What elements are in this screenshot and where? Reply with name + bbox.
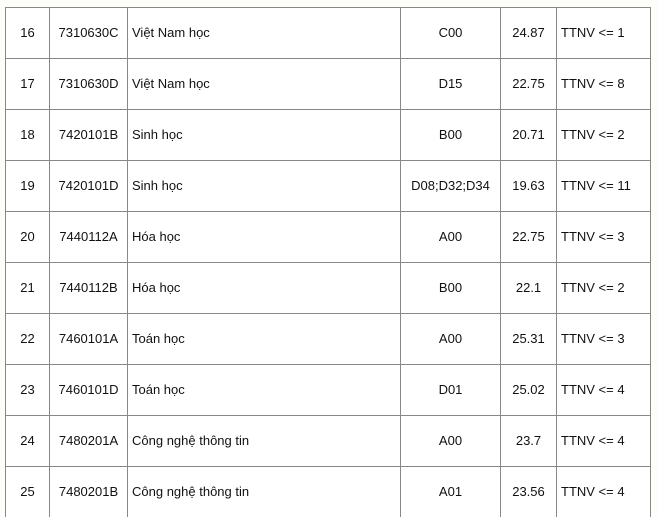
cell-stt: 20 bbox=[5, 211, 50, 263]
cell-stt: 19 bbox=[5, 160, 50, 212]
table-row[interactable]: 19 7420101D Sinh học D08;D32;D34 19.63 TTNV <… bbox=[5, 160, 651, 212]
cell-note: TTNV <= 2 bbox=[556, 262, 651, 314]
table-row[interactable]: 25 7480201B Công nghệ thông tin A01 23.56 TTN… bbox=[5, 466, 651, 517]
cell-stt: 17 bbox=[5, 58, 50, 110]
cell-major: Hóa học bbox=[127, 211, 401, 263]
cell-note: TTNV <= 4 bbox=[556, 415, 651, 467]
cell-score: 22.1 bbox=[500, 262, 557, 314]
cell-major: Toán học bbox=[127, 364, 401, 416]
cell-block: C00 bbox=[400, 7, 501, 59]
cell-code: 7420101B bbox=[49, 109, 128, 161]
table-row[interactable]: 17 7310630D Việt Nam học D15 22.75 TTNV <= 8 bbox=[5, 58, 651, 110]
cell-block: D08;D32;D34 bbox=[400, 160, 501, 212]
cell-block: B00 bbox=[400, 109, 501, 161]
cell-code: 7480201B bbox=[49, 466, 128, 517]
cell-note: TTNV <= 3 bbox=[556, 211, 651, 263]
cell-stt: 25 bbox=[5, 466, 50, 517]
cell-code: 7420101D bbox=[49, 160, 128, 212]
cell-stt: 21 bbox=[5, 262, 50, 314]
cell-major: Việt Nam học bbox=[127, 7, 401, 59]
table-row[interactable]: 16 7310630C Việt Nam học C00 24.87 TTNV <= 1 bbox=[5, 7, 651, 59]
cell-block: D01 bbox=[400, 364, 501, 416]
cell-code: 7440112A bbox=[49, 211, 128, 263]
cell-major: Toán học bbox=[127, 313, 401, 365]
cell-note: TTNV <= 8 bbox=[556, 58, 651, 110]
cell-score: 20.71 bbox=[500, 109, 557, 161]
cell-code: 7460101A bbox=[49, 313, 128, 365]
cell-major: Sinh học bbox=[127, 109, 401, 161]
cell-stt: 18 bbox=[5, 109, 50, 161]
cell-code: 7480201A bbox=[49, 415, 128, 467]
cell-note: TTNV <= 4 bbox=[556, 466, 651, 517]
table-row[interactable]: 20 7440112A Hóa học A00 22.75 TTNV <= 3 bbox=[5, 211, 651, 263]
table-row[interactable]: 24 7480201A Công nghệ thông tin A00 23.7 TTNV… bbox=[5, 415, 651, 467]
cell-block: A00 bbox=[400, 313, 501, 365]
cell-note: TTNV <= 4 bbox=[556, 364, 651, 416]
table-row[interactable]: 23 7460101D Toán học D01 25.02 TTNV <= 4 bbox=[5, 364, 651, 416]
cell-block: D15 bbox=[400, 58, 501, 110]
cell-score: 19.63 bbox=[500, 160, 557, 212]
cell-code: 7440112B bbox=[49, 262, 128, 314]
cell-score: 25.31 bbox=[500, 313, 557, 365]
table-row[interactable]: 18 7420101B Sinh học B00 20.71 TTNV <= 2 bbox=[5, 109, 651, 161]
cell-note: TTNV <= 3 bbox=[556, 313, 651, 365]
cell-stt: 16 bbox=[5, 7, 50, 59]
cell-major: Việt Nam học bbox=[127, 58, 401, 110]
cell-major: Công nghệ thông tin bbox=[127, 466, 401, 517]
cell-score: 23.7 bbox=[500, 415, 557, 467]
cell-score: 24.87 bbox=[500, 7, 557, 59]
cell-major: Công nghệ thông tin bbox=[127, 415, 401, 467]
cell-score: 25.02 bbox=[500, 364, 557, 416]
cell-block: A00 bbox=[400, 415, 501, 467]
table-row[interactable]: 22 7460101A Toán học A00 25.31 TTNV <= 3 bbox=[5, 313, 651, 365]
cell-score: 22.75 bbox=[500, 58, 557, 110]
table-row[interactable]: 21 7440112B Hóa học B00 22.1 TTNV <= 2 bbox=[5, 262, 651, 314]
cell-stt: 24 bbox=[5, 415, 50, 467]
cell-note: TTNV <= 2 bbox=[556, 109, 651, 161]
cell-stt: 23 bbox=[5, 364, 50, 416]
cell-stt: 22 bbox=[5, 313, 50, 365]
cell-score: 22.75 bbox=[500, 211, 557, 263]
cell-block: A00 bbox=[400, 211, 501, 263]
cell-score: 23.56 bbox=[500, 466, 557, 517]
cell-note: TTNV <= 11 bbox=[556, 160, 651, 212]
cell-major: Sinh học bbox=[127, 160, 401, 212]
cell-block: A01 bbox=[400, 466, 501, 517]
cell-code: 7460101D bbox=[49, 364, 128, 416]
cell-major: Hóa học bbox=[127, 262, 401, 314]
cell-code: 7310630D bbox=[49, 58, 128, 110]
cell-block: B00 bbox=[400, 262, 501, 314]
cell-code: 7310630C bbox=[49, 7, 128, 59]
cell-note: TTNV <= 1 bbox=[556, 7, 651, 59]
